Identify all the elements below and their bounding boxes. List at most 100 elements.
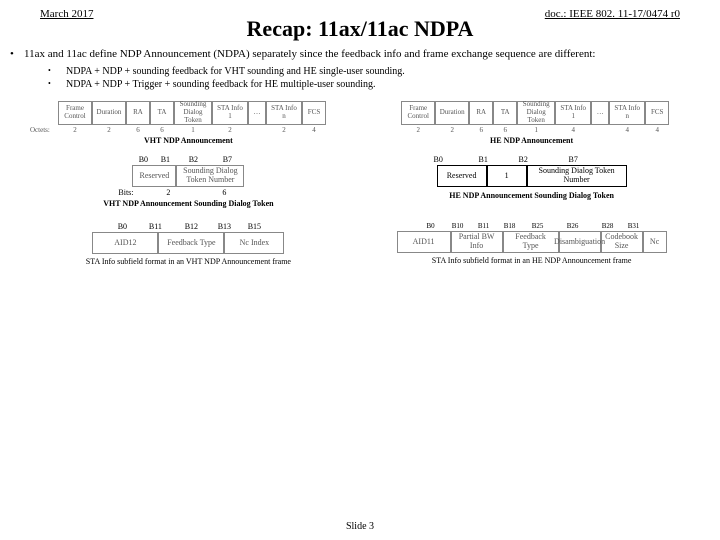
frame-cell: …: [248, 101, 266, 125]
he-token-col: B0B1B2B7 Reserved1Sounding Dialog Token …: [373, 155, 690, 208]
bit-label: 2: [92, 126, 126, 134]
bit-label: B0: [132, 155, 154, 164]
vht-sta-col: B0B11B12B13B15 AID12Feedback TypeNc Inde…: [30, 222, 347, 266]
he-frame-table: Frame ControlDurationRATASounding Dialog…: [401, 101, 669, 125]
sub-bullet-2: • NDPA + NDP + Trigger + sounding feedba…: [48, 78, 700, 91]
vht-frame-label: [30, 101, 58, 125]
vht-sta-bits: B0B11B12B13B15: [30, 222, 347, 231]
main-bullet-text: 11ax and 11ac define NDP Announcement (N…: [24, 48, 595, 62]
frame-cell: STA Info 1: [555, 101, 591, 125]
frame-cell: 1: [487, 165, 527, 187]
he-sta-bits: B0B10B11B18B25B26B28B31: [373, 222, 690, 230]
he-frame-octets: 22661444: [401, 126, 669, 134]
bit-label: B13: [209, 222, 239, 231]
frame-cell: Frame Control: [58, 101, 92, 125]
bit-label: 6: [190, 188, 258, 197]
he-sta-table: AID11Partial BW InfoFeedback TypeDisambi…: [373, 231, 690, 253]
he-token-bits: B0B1B2B7: [373, 155, 690, 164]
vht-frame-caption: VHT NDP Announcement: [30, 136, 347, 145]
bit-label: B1: [463, 155, 503, 164]
frame-cell: Reserved: [437, 165, 487, 187]
bit-label: B0: [413, 155, 463, 164]
vht-frame-octets: 22661224: [58, 126, 326, 134]
frame-cell: Nc Index: [224, 232, 284, 254]
frame-cell: …: [591, 101, 609, 125]
he-frame-col: Frame ControlDurationRATASounding Dialog…: [373, 95, 690, 145]
vht-token-caption: VHT NDP Announcement Sounding Dialog Tok…: [30, 199, 347, 208]
frame-cell: STA Info n: [609, 101, 645, 125]
bullet-icon: •: [10, 48, 24, 62]
frame-cell: Feedback Type: [158, 232, 224, 254]
frame-cell: Frame Control: [401, 101, 435, 125]
frame-cell: TA: [493, 101, 517, 125]
frame-cell: Disambiguation: [559, 231, 601, 253]
bit-label: B25: [524, 222, 552, 230]
bit-label: 4: [645, 126, 669, 134]
bit-label: 1: [517, 126, 555, 134]
bit-label: [591, 126, 609, 134]
bit-label: B26: [552, 222, 594, 230]
token-row: B0B1B2B7 ReservedSounding Dialog Token N…: [0, 155, 720, 208]
frame-cell: Feedback Type: [503, 231, 559, 253]
frame-cell: Duration: [92, 101, 126, 125]
frame-cell: Nc: [643, 231, 667, 253]
header-doc: doc.: IEEE 802. 11-17/0474 r0: [545, 8, 680, 20]
main-bullet: • 11ax and 11ac define NDP Announcement …: [0, 42, 720, 62]
bit-label: B7: [210, 155, 244, 164]
vht-frame-col: Frame ControlDurationRATASounding Dialog…: [30, 95, 347, 145]
slide-footer: Slide 3: [0, 521, 720, 532]
frame-cell: RA: [126, 101, 150, 125]
vht-frame-table: Frame ControlDurationRATASounding Dialog…: [58, 101, 326, 125]
bit-label: 2: [212, 126, 248, 134]
bit-label: B7: [543, 155, 603, 164]
bit-label: B15: [239, 222, 269, 231]
vht-sta-table: AID12Feedback TypeNc Index: [30, 232, 347, 254]
bit-label: 2: [266, 126, 302, 134]
bit-label: 1: [174, 126, 212, 134]
frame-cell: AID11: [397, 231, 451, 253]
bit-label: 2: [435, 126, 469, 134]
octets-label: Octets:: [30, 126, 58, 134]
header-date: March 2017: [40, 8, 93, 20]
he-sta-col: B0B10B11B18B25B26B28B31 AID11Partial BW …: [373, 222, 690, 266]
bit-label: B2: [176, 155, 210, 164]
he-sta-caption: STA Info subfield format in an HE NDP An…: [373, 256, 690, 265]
bit-label: 2: [146, 188, 190, 197]
vht-token-col: B0B1B2B7 ReservedSounding Dialog Token N…: [30, 155, 347, 208]
frame-cell: AID12: [92, 232, 158, 254]
bits-label: Bits:: [118, 188, 146, 197]
frame-cell: FCS: [302, 101, 326, 125]
frame-cell: Codebook Size: [601, 231, 643, 253]
frame-cell: RA: [469, 101, 493, 125]
bit-label: B18: [496, 222, 524, 230]
sub-bullets: • NDPA + NDP + sounding feedback for VHT…: [0, 62, 720, 91]
frame-cell: Duration: [435, 101, 469, 125]
bit-label: B11: [472, 222, 496, 230]
bit-label: B12: [173, 222, 209, 231]
frame-cell: Sounding Dialog Token Number: [527, 165, 627, 187]
frame-cell: STA Info 1: [212, 101, 248, 125]
bullet-icon: •: [48, 65, 66, 78]
bit-label: B10: [444, 222, 472, 230]
sub-bullet-1-text: NDPA + NDP + sounding feedback for VHT s…: [66, 65, 405, 78]
he-token-caption: HE NDP Announcement Sounding Dialog Toke…: [373, 191, 690, 200]
bit-label: B1: [154, 155, 176, 164]
he-frame-caption: HE NDP Announcement: [373, 136, 690, 145]
bit-label: B0: [107, 222, 137, 231]
bit-label: B28: [594, 222, 622, 230]
vht-token-bits: B0B1B2B7: [30, 155, 347, 164]
frame-cell: FCS: [645, 101, 669, 125]
bit-label: 2: [58, 126, 92, 134]
bit-label: 4: [609, 126, 645, 134]
frame-cell: STA Info n: [266, 101, 302, 125]
frame-format-row: Frame ControlDurationRATASounding Dialog…: [0, 95, 720, 145]
bit-label: 6: [150, 126, 174, 134]
sub-bullet-2-text: NDPA + NDP + Trigger + sounding feedback…: [66, 78, 376, 91]
frame-cell: Sounding Dialog Token: [517, 101, 555, 125]
bit-label: B31: [622, 222, 646, 230]
frame-cell: Partial BW Info: [451, 231, 503, 253]
bit-label: 4: [555, 126, 591, 134]
bit-label: 2: [401, 126, 435, 134]
bullet-icon: •: [48, 78, 66, 91]
bit-label: B11: [137, 222, 173, 231]
